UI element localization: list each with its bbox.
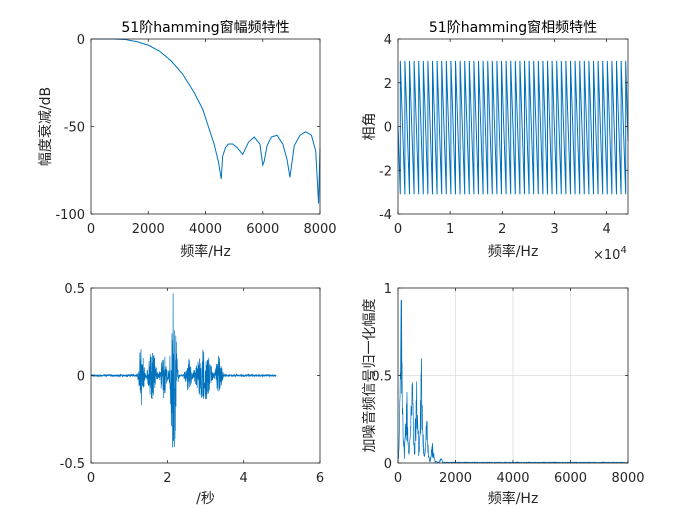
- x-tick-label: 0: [394, 471, 402, 486]
- x-tick-label: 3: [550, 222, 558, 237]
- x-tick-label: 0: [87, 222, 95, 237]
- phase-xlabel: 频率/Hz: [488, 243, 539, 260]
- x-tick-label: 0: [394, 222, 402, 237]
- x-tick-label: 1: [446, 222, 454, 237]
- x-tick-label: 6: [316, 471, 324, 486]
- y-tick-label: -0.5: [60, 457, 85, 472]
- subplot-phase: 0 1 2 3 4 4 2 0 -2 -4 51阶hamming窗相频特性 频率/Hz 相角 ×…: [362, 19, 629, 263]
- phase-response-line: [397, 60, 629, 195]
- magnitude-response-line: [91, 38, 321, 204]
- phase-x-exponent-power: 4: [620, 245, 626, 256]
- x-tick-label: 6000: [246, 222, 279, 237]
- phase-x-exponent: ×104: [593, 245, 627, 263]
- x-tick-label: 2000: [439, 471, 472, 486]
- magnitude-ylabel: 幅度衰减/dB: [37, 87, 54, 166]
- y-tick-label: -50: [64, 121, 85, 136]
- phase-x-exponent-prefix: ×: [593, 248, 604, 263]
- y-tick-label: -2: [379, 164, 392, 179]
- phase-title: 51阶hamming窗相频特性: [429, 19, 597, 36]
- phase-x-exponent-base: 10: [604, 248, 621, 263]
- magnitude-title: 51阶hamming窗幅频特性: [121, 19, 289, 36]
- spectrum-xlabel: 频率/Hz: [488, 490, 539, 507]
- waveform-line: [90, 293, 277, 448]
- x-tick-label: 6000: [554, 471, 587, 486]
- y-tick-label: 0: [77, 370, 85, 385]
- x-tick-label: 0: [87, 471, 95, 486]
- y-tick-label: 0.5: [64, 282, 85, 297]
- x-tick-label: 4000: [496, 471, 529, 486]
- x-tick-label: 2: [498, 222, 506, 237]
- x-tick-label: 8000: [303, 222, 336, 237]
- subplot-spectrum: 0 2000 4000 6000 8000 1 0.5 0 频率/Hz 加噪音频信号归一化幅…: [361, 282, 645, 507]
- waveform-xlabel: /秒: [196, 491, 215, 507]
- y-tick-label: -4: [379, 208, 392, 223]
- x-tick-label: 4000: [189, 222, 222, 237]
- y-tick-label: 0: [384, 121, 392, 136]
- y-tick-label: -100: [55, 208, 85, 223]
- subplot-magnitude: 0 2000 4000 6000 8000 0 -50 -100 51阶hamming窗幅频…: [37, 19, 337, 260]
- y-tick-label: 1: [384, 282, 392, 297]
- x-tick-label: 2000: [132, 222, 165, 237]
- x-tick-label: 2: [163, 471, 171, 486]
- y-tick-label: 2: [384, 77, 392, 92]
- phase-ylabel: 相角: [362, 113, 378, 141]
- y-tick-label: 0: [77, 33, 85, 48]
- y-tick-label: 0.5: [371, 370, 392, 385]
- x-tick-label: 8000: [611, 471, 644, 486]
- x-tick-label: 4: [602, 222, 610, 237]
- spectrum-ylabel: 加噪音频信号归一化幅度: [361, 299, 378, 453]
- y-tick-label: 0: [384, 457, 392, 472]
- x-tick-label: 4: [240, 471, 248, 486]
- magnitude-xlabel: 频率/Hz: [180, 243, 231, 260]
- y-tick-label: 4: [384, 33, 392, 48]
